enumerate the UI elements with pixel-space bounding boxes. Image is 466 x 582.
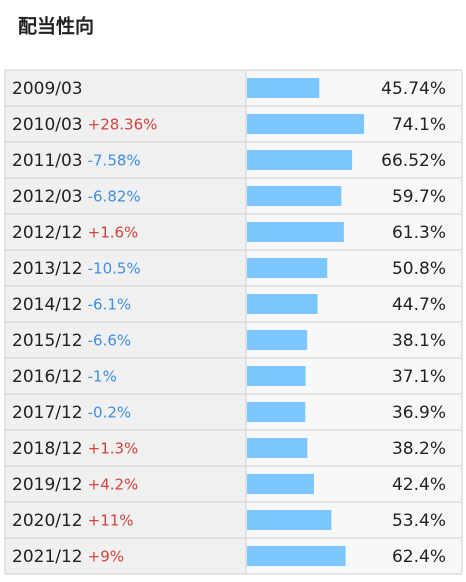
bar — [247, 402, 306, 422]
row-date: 2012/12 — [12, 223, 83, 243]
row-change: +1.3% — [88, 440, 139, 458]
row-date: 2018/12 — [12, 439, 83, 459]
row-change: -1% — [88, 368, 117, 386]
title: 配当性向 — [18, 15, 94, 38]
value-label: 38.1% — [392, 331, 446, 351]
value-label: 37.1% — [392, 367, 446, 387]
row-change: -7.58% — [88, 152, 141, 170]
value-label: 44.7% — [392, 295, 446, 315]
row-change: +1.6% — [88, 224, 139, 242]
value-label: 36.9% — [392, 403, 446, 423]
row-date: 2009/03 — [12, 79, 83, 99]
bar — [247, 546, 346, 566]
row-date: 2012/03 — [12, 187, 83, 207]
bar — [247, 258, 328, 278]
bar — [247, 78, 320, 98]
value-label: 62.4% — [392, 547, 446, 567]
value-label: 66.52% — [381, 151, 446, 171]
row-change: +28.36% — [88, 116, 158, 134]
row-date: 2014/12 — [12, 295, 83, 315]
row-date: 2019/12 — [12, 475, 83, 495]
row-date: 2011/03 — [12, 151, 83, 171]
value-label: 45.74% — [381, 79, 446, 99]
bar — [247, 222, 344, 242]
row-date: 2015/12 — [12, 331, 83, 351]
row-change: +11% — [88, 512, 134, 530]
value-label: 38.2% — [392, 439, 446, 459]
value-label: 42.4% — [392, 475, 446, 495]
row-change: -6.82% — [88, 188, 141, 206]
value-label: 74.1% — [392, 115, 446, 135]
row-change: +9% — [88, 548, 124, 566]
bar — [247, 366, 306, 386]
row-change: -6.1% — [88, 296, 132, 314]
row-change: -0.2% — [88, 404, 132, 422]
value-label: 50.8% — [392, 259, 446, 279]
row-date: 2020/12 — [12, 511, 83, 531]
bar — [247, 114, 365, 134]
row-date: 2016/12 — [12, 367, 83, 387]
row-change: +4.2% — [88, 476, 139, 494]
row-change: -6.6% — [88, 332, 132, 350]
bar — [247, 438, 308, 458]
value-label: 59.7% — [392, 187, 446, 207]
bar — [247, 510, 332, 530]
bar — [247, 294, 318, 314]
row-date: 2010/03 — [12, 115, 83, 135]
bar — [247, 474, 314, 494]
value-label: 61.3% — [392, 223, 446, 243]
bar — [247, 330, 308, 350]
bar — [247, 150, 353, 170]
row-date: 2013/12 — [12, 259, 83, 279]
row-date: 2021/12 — [12, 547, 83, 567]
value-label: 53.4% — [392, 511, 446, 531]
bar — [247, 186, 342, 206]
row-change: -10.5% — [88, 260, 141, 278]
row-date: 2017/12 — [12, 403, 83, 423]
